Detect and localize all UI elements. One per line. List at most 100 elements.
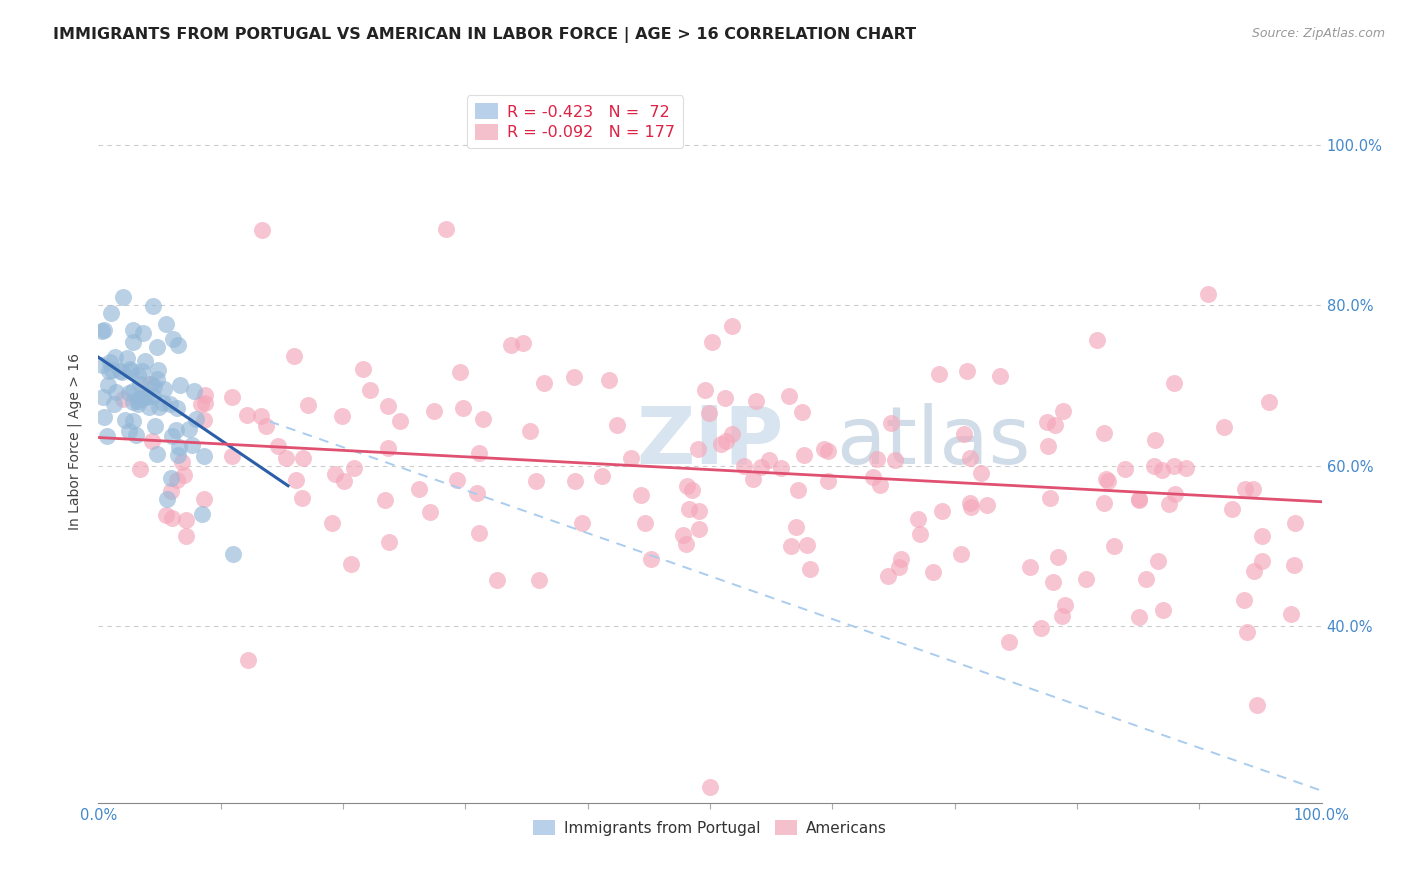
Text: ZIP: ZIP: [637, 402, 785, 481]
Text: IMMIGRANTS FROM PORTUGAL VS AMERICAN IN LABOR FORCE | AGE > 16 CORRELATION CHART: IMMIGRANTS FROM PORTUGAL VS AMERICAN IN …: [53, 27, 917, 43]
Point: [423, 404, 446, 418]
Point: [138, 377, 160, 392]
Point: [118, 425, 141, 439]
Point: [138, 401, 160, 415]
Point: [959, 450, 981, 465]
Point: [159, 397, 181, 411]
Point: [1052, 404, 1074, 418]
Point: [571, 516, 593, 531]
Point: [93, 390, 115, 404]
Point: [713, 391, 735, 405]
Point: [166, 473, 188, 487]
Point: [467, 445, 489, 459]
Point: [681, 483, 703, 497]
Point: [519, 424, 541, 438]
Point: [693, 384, 716, 398]
Point: [1152, 603, 1174, 617]
Point: [142, 389, 165, 403]
Point: [132, 326, 155, 340]
Point: [745, 394, 768, 409]
Point: [1163, 487, 1185, 501]
Point: [1092, 426, 1115, 441]
Point: [1282, 558, 1305, 573]
Point: [714, 434, 737, 449]
Point: [160, 510, 183, 524]
Point: [142, 299, 165, 313]
Point: [97, 378, 120, 392]
Point: [1258, 395, 1281, 409]
Point: [160, 484, 183, 499]
Point: [167, 338, 190, 352]
Point: [879, 416, 901, 430]
Point: [672, 528, 695, 542]
Point: [721, 426, 744, 441]
Point: [267, 439, 290, 453]
Point: [1128, 610, 1150, 624]
Point: [323, 467, 346, 481]
Point: [136, 390, 159, 404]
Point: [124, 428, 146, 442]
Point: [678, 501, 700, 516]
Point: [741, 472, 763, 486]
Point: [699, 780, 721, 794]
Point: [792, 405, 814, 419]
Point: [1163, 459, 1185, 474]
Point: [1250, 554, 1272, 568]
Point: [817, 474, 839, 488]
Point: [193, 413, 215, 427]
Point: [193, 492, 215, 507]
Point: [238, 653, 260, 667]
Point: [976, 498, 998, 512]
Point: [620, 451, 643, 466]
Point: [1246, 698, 1268, 712]
Point: [91, 324, 114, 338]
Point: [997, 635, 1019, 649]
Point: [108, 364, 131, 378]
Point: [283, 349, 305, 363]
Point: [817, 444, 839, 458]
Point: [952, 427, 974, 442]
Point: [134, 354, 156, 368]
Point: [1251, 529, 1274, 543]
Point: [184, 411, 207, 425]
Point: [419, 505, 441, 519]
Point: [1095, 472, 1118, 486]
Point: [1163, 376, 1185, 391]
Point: [1243, 564, 1265, 578]
Point: [408, 482, 430, 496]
Point: [377, 441, 399, 455]
Point: [527, 573, 550, 587]
Point: [250, 223, 273, 237]
Point: [956, 364, 979, 378]
Point: [165, 423, 187, 437]
Point: [166, 401, 188, 415]
Point: [132, 390, 155, 404]
Point: [128, 461, 150, 475]
Point: [1074, 572, 1097, 586]
Point: [359, 383, 381, 397]
Point: [1159, 497, 1181, 511]
Point: [634, 516, 657, 530]
Point: [1114, 462, 1136, 476]
Point: [721, 319, 744, 334]
Point: [1050, 609, 1073, 624]
Point: [160, 428, 183, 442]
Point: [121, 414, 143, 428]
Point: [183, 384, 205, 398]
Point: [471, 411, 494, 425]
Point: [276, 451, 298, 466]
Point: [111, 365, 134, 379]
Point: [321, 516, 343, 530]
Point: [1233, 593, 1256, 607]
Point: [813, 442, 835, 456]
Point: [254, 419, 277, 434]
Point: [153, 382, 176, 396]
Point: [876, 569, 898, 583]
Point: [181, 438, 204, 452]
Point: [1097, 474, 1119, 488]
Point: [162, 332, 184, 346]
Point: [1092, 496, 1115, 510]
Point: [688, 522, 710, 536]
Point: [907, 512, 929, 526]
Point: [146, 447, 169, 461]
